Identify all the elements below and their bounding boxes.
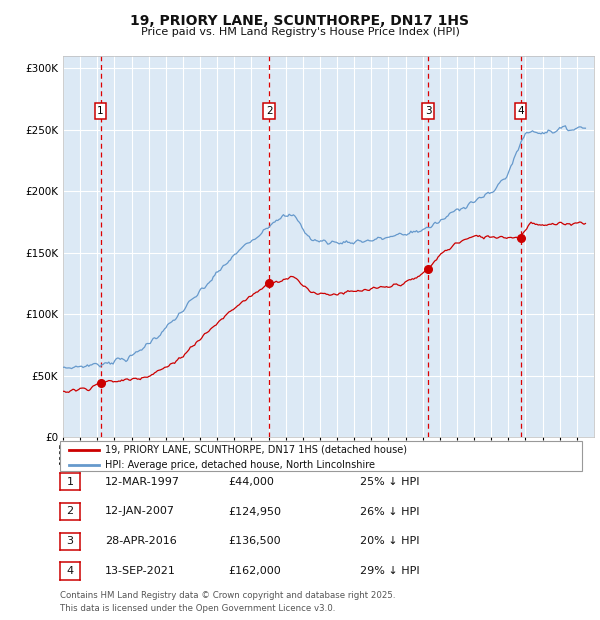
Text: £124,950: £124,950: [228, 507, 281, 516]
Text: 25% ↓ HPI: 25% ↓ HPI: [360, 477, 419, 487]
Text: 12-MAR-1997: 12-MAR-1997: [105, 477, 180, 487]
Text: 3: 3: [67, 536, 73, 546]
Text: HPI: Average price, detached house, North Lincolnshire: HPI: Average price, detached house, Nort…: [105, 459, 375, 470]
Text: 3: 3: [425, 106, 431, 116]
Text: £136,500: £136,500: [228, 536, 281, 546]
Text: 2: 2: [67, 507, 73, 516]
Text: £162,000: £162,000: [228, 566, 281, 576]
Text: Price paid vs. HM Land Registry's House Price Index (HPI): Price paid vs. HM Land Registry's House …: [140, 27, 460, 37]
Text: 19, PRIORY LANE, SCUNTHORPE, DN17 1HS: 19, PRIORY LANE, SCUNTHORPE, DN17 1HS: [131, 14, 470, 28]
Text: 28-APR-2016: 28-APR-2016: [105, 536, 177, 546]
Text: £44,000: £44,000: [228, 477, 274, 487]
Text: 19, PRIORY LANE, SCUNTHORPE, DN17 1HS (detached house): 19, PRIORY LANE, SCUNTHORPE, DN17 1HS (d…: [105, 445, 407, 455]
Text: 12-JAN-2007: 12-JAN-2007: [105, 507, 175, 516]
Text: 4: 4: [67, 566, 73, 576]
Text: Contains HM Land Registry data © Crown copyright and database right 2025.
This d: Contains HM Land Registry data © Crown c…: [60, 591, 395, 613]
Text: 4: 4: [517, 106, 524, 116]
Text: 2: 2: [266, 106, 272, 116]
Text: 26% ↓ HPI: 26% ↓ HPI: [360, 507, 419, 516]
Text: 1: 1: [67, 477, 73, 487]
Text: 13-SEP-2021: 13-SEP-2021: [105, 566, 176, 576]
Text: 1: 1: [97, 106, 104, 116]
Text: 20% ↓ HPI: 20% ↓ HPI: [360, 536, 419, 546]
Text: 29% ↓ HPI: 29% ↓ HPI: [360, 566, 419, 576]
